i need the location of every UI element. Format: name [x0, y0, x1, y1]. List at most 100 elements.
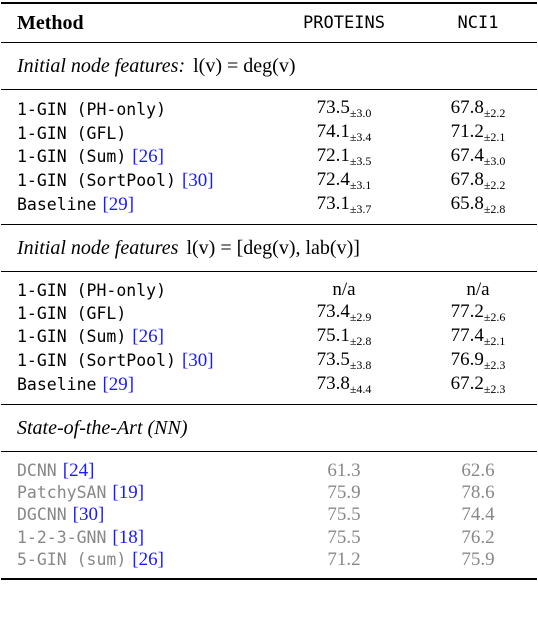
mean-value: n/a [332, 279, 356, 301]
value-cell: 71.2 [269, 548, 419, 581]
method-name: Baseline [17, 195, 97, 214]
mean-value: 75.5 [327, 504, 361, 526]
table-row: DCNN [24] 61.3 62.6 [1, 452, 537, 482]
method-name: Baseline [17, 375, 97, 395]
mean-value: 67.8 [450, 97, 484, 118]
section-title: Initial node features: l(v) = deg(v) [1, 42, 537, 90]
value-cell: 73.4±2.9 [269, 301, 419, 325]
citation: [26] [132, 326, 164, 348]
value-cell: 76.9±2.3 [419, 349, 537, 373]
value-cell: 73.5±3.8 [269, 349, 419, 373]
std-value: ±3.7 [349, 202, 372, 216]
std-value: ±2.6 [483, 310, 506, 325]
section-title-text: Initial node features [17, 236, 179, 259]
mean-value: 71.2 [450, 121, 484, 142]
table-row: 1-GIN (GFL) 74.1±3.4 71.2±2.1 [1, 121, 537, 145]
value-cell: 75.5 [269, 504, 419, 526]
mean-value: 73.5 [316, 349, 350, 371]
value-cell: 75.5 [269, 527, 419, 549]
citation: [18] [112, 526, 145, 548]
table-row: 1-2-3-GNN [18] 75.5 76.2 [1, 527, 537, 549]
section-title-row: Initial node features: l(v) = deg(v) [1, 42, 537, 90]
std-value: ±4.4 [349, 382, 372, 397]
value-cell: 74.4 [419, 504, 537, 526]
method-cell: Baseline [29] [1, 193, 269, 225]
mean-value: 74.1 [316, 121, 350, 142]
method-cell: 1-GIN (PH-only) [1, 272, 269, 302]
table-row: PatchySAN [19] 75.9 78.6 [1, 482, 537, 504]
method-name: 1-2-3-GNN [17, 527, 107, 547]
mean-value: n/a [466, 279, 490, 301]
mean-value: 77.2 [450, 301, 484, 323]
value-cell: 61.3 [269, 452, 419, 482]
method-name: DGCNN [17, 505, 67, 525]
std-value: ±2.9 [349, 310, 372, 325]
citation: [29] [102, 194, 135, 215]
section-title: Initial node features l(v) = [deg(v), lab… [1, 224, 537, 272]
method-cell: Baseline [29] [1, 373, 269, 405]
table-row: 1-GIN (SortPool) [30] 72.4±3.1 67.8±2.2 [1, 169, 537, 193]
std-value: ±3.8 [349, 358, 372, 373]
mean-value: 72.4 [316, 169, 350, 190]
method-cell: 1-GIN (SortPool) [30] [1, 169, 269, 193]
mean-value: 61.3 [327, 459, 361, 481]
std-value: ±2.2 [483, 178, 506, 192]
mean-value: 65.8 [450, 193, 484, 214]
mean-value: 67.2 [450, 373, 484, 395]
method-cell: DCNN [24] [1, 452, 269, 482]
table-row: 1-GIN (Sum) [26] 75.1±2.8 77.4±2.1 [1, 325, 537, 349]
mean-value: 73.1 [316, 193, 350, 214]
value-cell: n/a [419, 272, 537, 302]
mean-value: 75.9 [327, 481, 361, 503]
method-name: 1-GIN (PH-only) [17, 280, 167, 300]
method-cell: 1-GIN (Sum) [26] [1, 325, 269, 349]
value-cell: 74.1±3.4 [269, 121, 419, 145]
section-title-row: State-of-the-Art (NN) [1, 404, 537, 453]
mean-value: 62.6 [461, 459, 495, 481]
results-table: Method PROTEINS NCI1 Initial node featur… [1, 2, 537, 581]
table-row: 1-GIN (GFL) 73.4±2.9 77.2±2.6 [1, 301, 537, 325]
citation: [30] [72, 504, 105, 526]
citation: [26] [132, 146, 164, 167]
table-row: Baseline [29] 73.8±4.4 67.2±2.3 [1, 373, 537, 405]
method-cell: 1-2-3-GNN [18] [1, 527, 269, 549]
section-title-text: Initial node features: [17, 54, 186, 77]
method-name: 1-GIN (SortPool) [17, 171, 176, 190]
value-cell: 75.9 [419, 548, 537, 581]
citation: [30] [181, 170, 214, 191]
std-value: ±3.0 [483, 154, 506, 168]
value-cell: 72.1±3.5 [269, 145, 419, 169]
std-value: ±2.8 [349, 334, 372, 349]
method-name: 1-GIN (Sum) [17, 147, 127, 166]
method-name: PatchySAN [17, 482, 107, 502]
mean-value: 67.8 [450, 169, 484, 190]
method-name: 1-GIN (GFL) [17, 303, 127, 323]
table-row: 1-GIN (PH-only) n/a n/a [1, 272, 537, 302]
std-value: ±2.1 [483, 334, 506, 349]
mean-value: 76.2 [461, 526, 495, 548]
std-value: ±3.1 [349, 178, 372, 192]
value-cell: 77.4±2.1 [419, 325, 537, 349]
mean-value: 78.6 [461, 481, 495, 503]
method-name: 5-GIN (sum) [17, 550, 127, 570]
method-name: DCNN [17, 460, 57, 480]
section-formula: l(v) = [deg(v), lab(v)] [186, 236, 360, 259]
mean-value: 76.9 [450, 349, 484, 371]
method-name: 1-GIN (GFL) [17, 123, 127, 143]
citation: [30] [181, 350, 214, 372]
mean-value: 72.1 [316, 145, 350, 166]
value-cell: 75.9 [269, 482, 419, 504]
std-value: ±2.1 [483, 130, 506, 144]
table-row: 1-GIN (Sum) [26] 72.1±3.5 67.4±3.0 [1, 145, 537, 169]
std-value: ±2.3 [483, 358, 506, 373]
method-cell: PatchySAN [19] [1, 482, 269, 504]
mean-value: 73.4 [316, 301, 350, 323]
mean-value: 74.4 [461, 504, 495, 526]
method-name: 1-GIN (PH-only) [17, 99, 167, 119]
method-name: 1-GIN (SortPool) [17, 351, 176, 371]
method-cell: 1-GIN (GFL) [1, 301, 269, 325]
method-cell: 1-GIN (SortPool) [30] [1, 349, 269, 373]
std-value: ±3.5 [349, 154, 372, 168]
method-cell: 1-GIN (GFL) [1, 121, 269, 145]
header-cell: NCI1 [419, 2, 537, 43]
